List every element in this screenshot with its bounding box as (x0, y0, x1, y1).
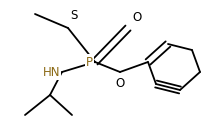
Text: P: P (86, 55, 93, 69)
Text: HN: HN (43, 66, 60, 78)
Text: S: S (70, 9, 77, 22)
Text: O: O (132, 11, 141, 24)
Text: O: O (115, 77, 125, 90)
